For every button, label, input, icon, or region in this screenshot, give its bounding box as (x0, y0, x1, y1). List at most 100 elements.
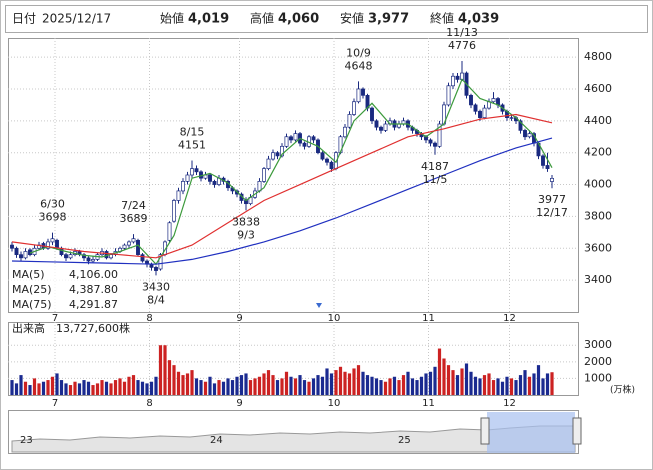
volume-bar (122, 381, 127, 395)
volume-bar (392, 376, 397, 395)
volume-bar (181, 375, 185, 395)
volume-bar (127, 376, 131, 395)
volume-bar (275, 380, 280, 395)
x-tick-label: 11 (422, 398, 435, 409)
volume-bar (257, 376, 262, 395)
navigator-label: 24 (210, 435, 223, 446)
legend-value: 4,106.00 (69, 268, 118, 281)
candle-body (10, 244, 14, 249)
legend-name: MA(75) (12, 298, 52, 311)
volume-bar (226, 378, 230, 395)
volume-bar (59, 380, 64, 395)
x-tick-label: 7 (52, 313, 58, 324)
volume-bar (523, 370, 527, 395)
volume-bar (118, 378, 122, 395)
y-tick-label: 4000 (584, 178, 612, 191)
candle-body (451, 75, 455, 87)
volume-bar (329, 373, 334, 395)
annotation-date: 8/15 (180, 126, 205, 139)
candle-body (550, 177, 554, 182)
volume-bar (235, 376, 239, 395)
volume-bar (185, 373, 190, 395)
candle-body (320, 152, 325, 160)
volume-bar (505, 376, 509, 395)
annotation-date: 10/9 (346, 46, 371, 59)
volume-bar (347, 373, 352, 395)
navigator-selection[interactable] (487, 412, 575, 453)
volume-bar (217, 380, 221, 395)
candle-body (428, 139, 433, 144)
volume-bar (113, 380, 118, 395)
candle-body (379, 126, 383, 131)
volume-bar (68, 385, 73, 395)
volume-bar (131, 375, 136, 395)
volume-bar (46, 380, 50, 395)
x-tick-label: 12 (503, 313, 516, 324)
x-tick-label: 8 (146, 313, 152, 324)
navigator-label: 23 (20, 435, 33, 446)
volume-bar (212, 383, 217, 395)
candle-body (208, 174, 212, 182)
volume-bar (104, 381, 109, 395)
annotation-value: 4648 (345, 59, 373, 72)
volume-bar (545, 373, 550, 395)
volume-bar (527, 376, 532, 395)
volume-bar (356, 365, 361, 395)
volume-bar (140, 381, 145, 395)
volume-bar (532, 373, 536, 395)
volume-bar (388, 378, 392, 395)
quote-name: 安値 (340, 11, 364, 26)
navigator-handle[interactable] (480, 417, 490, 445)
y-tick-label: 3800 (584, 209, 612, 222)
volume-bar (383, 381, 388, 395)
volume-bar (442, 358, 446, 395)
volume-bar (437, 348, 442, 395)
volume-tick-label: 2000 (584, 355, 612, 368)
volume-bar (28, 385, 32, 395)
volume-bar (158, 345, 163, 395)
volume-bar (163, 345, 167, 395)
volume-bar (509, 378, 514, 395)
candle-body (271, 152, 275, 160)
volume-bar (370, 376, 374, 395)
volume-bar (37, 383, 41, 395)
volume-bar (262, 373, 266, 395)
candle-body (289, 136, 293, 141)
legend-box (10, 266, 120, 310)
candle-body (275, 152, 280, 157)
candle-body (446, 85, 451, 106)
volume-title: 出来高 (12, 321, 45, 335)
y-tick-label: 4200 (584, 146, 612, 159)
candle-body (280, 145, 284, 157)
x-tick-label: 10 (328, 313, 341, 324)
volume-bar (253, 378, 257, 395)
legend-name: MA(5) (12, 268, 45, 281)
y-tick-label: 4600 (584, 82, 612, 95)
volume-bar (239, 375, 244, 395)
volume-bar (424, 373, 428, 395)
volume-bar (176, 371, 181, 395)
volume-bar (82, 380, 86, 395)
volume-bar (199, 380, 203, 395)
candle-body (437, 123, 442, 147)
candle-body (361, 88, 365, 96)
volume-unit: (万株) (610, 384, 635, 396)
candle-body (329, 161, 334, 169)
volume-bar (293, 378, 298, 395)
volume-bar (55, 373, 59, 395)
volume-bar (298, 375, 302, 395)
navigator-handle[interactable] (572, 417, 582, 445)
candle-body (455, 75, 460, 80)
volume-bar (280, 378, 284, 395)
volume-bar (446, 365, 451, 395)
volume-bar (95, 383, 100, 395)
x-tick-label: 8 (146, 398, 152, 409)
quote-value: 4,060 (278, 12, 319, 27)
volume-bar (32, 378, 37, 395)
quote-name: 始値 (160, 11, 184, 26)
candle-body (527, 133, 532, 138)
volume-bar (415, 380, 419, 395)
candle-body (370, 107, 374, 122)
marker (316, 303, 322, 308)
